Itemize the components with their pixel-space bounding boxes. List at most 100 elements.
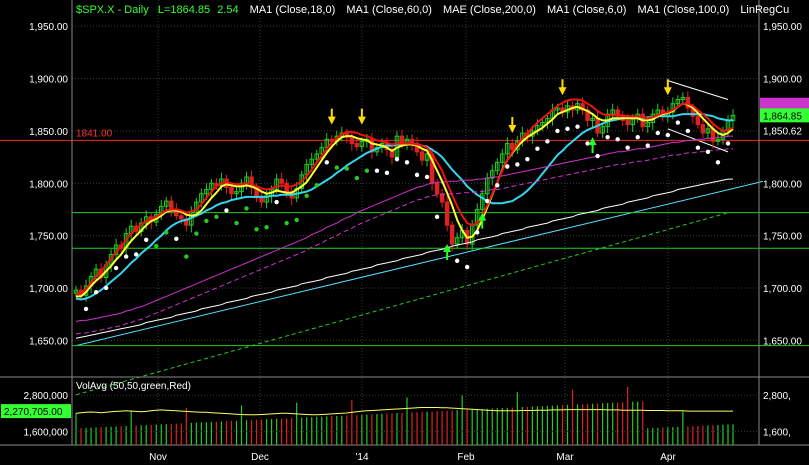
signal-arrows xyxy=(327,79,672,261)
svg-text:$SPX.X - Daily L=1864.85: $SPX.X - Daily L=1864.85 2.54 MA1 (Close… xyxy=(76,4,789,16)
indicator-dot xyxy=(214,214,219,219)
ma-line xyxy=(76,102,734,298)
candle-body xyxy=(444,201,450,226)
indicator-dot xyxy=(515,162,520,167)
indicator-dot xyxy=(665,132,671,138)
candle-body xyxy=(449,224,455,245)
indicator-dot xyxy=(384,170,390,175)
candle-body xyxy=(204,189,209,195)
time-axis: Nov Dec '14 Feb Mar Apr xyxy=(149,452,676,463)
header-study-mae200: MAE (Close,200,0) xyxy=(443,4,536,16)
candle-body xyxy=(615,109,620,117)
volume-last-label: 2,270,705.00 xyxy=(4,407,63,418)
indicator-dot xyxy=(103,285,109,291)
candle-body xyxy=(344,132,350,138)
price-axis-left: 1,650.00 1,700.00 1,750.00 1,800.00 1,850.00… xyxy=(29,22,68,347)
indicator-dot xyxy=(695,145,701,150)
candle-body xyxy=(349,136,355,144)
candle-body xyxy=(500,153,505,163)
candle-body xyxy=(675,98,681,105)
indicator-dot xyxy=(404,160,410,165)
indicator-dot xyxy=(505,164,510,169)
indicator-dot xyxy=(274,199,279,205)
indicator-dot xyxy=(464,264,470,270)
candle-body xyxy=(555,107,560,111)
indicator-dot xyxy=(685,128,691,134)
y-tick-label: 1,900.00 xyxy=(763,75,802,86)
arrow-up xyxy=(588,137,597,154)
price-flag-label: 1,850.62 xyxy=(763,126,802,137)
candle-body xyxy=(479,193,485,210)
indicator-dot xyxy=(545,139,550,144)
candle-body xyxy=(495,161,500,172)
indicator-dot xyxy=(434,214,440,219)
volume-tick-label: 2,800, xyxy=(763,391,791,402)
indicator-dot xyxy=(184,254,189,259)
y-tick-label: 1,800.00 xyxy=(763,179,802,190)
arrow-down xyxy=(558,79,567,96)
indicator-dot xyxy=(154,243,159,249)
x-tick-label: Apr xyxy=(660,452,676,463)
indicator-dot xyxy=(585,141,590,146)
candle-body xyxy=(419,151,425,161)
indicator-dot xyxy=(113,265,119,271)
price-flag-label: 1,864.85 xyxy=(763,111,802,122)
candle-body xyxy=(474,208,480,226)
indicator-dot xyxy=(645,143,650,148)
y-tick-label: 1,650.00 xyxy=(763,336,802,347)
x-tick-label: Feb xyxy=(457,452,475,463)
indicator-dot xyxy=(324,160,329,165)
price-flag-bg xyxy=(760,108,809,123)
header-study-ma60: MA1 (Close,60,0) xyxy=(346,4,432,16)
arrow-up xyxy=(478,212,487,229)
arrow-up xyxy=(443,244,452,261)
indicator-dot xyxy=(93,289,99,295)
candle-body xyxy=(259,197,264,203)
candle-body xyxy=(645,122,650,128)
indicator-dot xyxy=(314,183,319,188)
indicator-dot xyxy=(655,130,660,136)
volume-last-flag xyxy=(1,404,71,419)
candle-body xyxy=(264,195,269,203)
candle-body xyxy=(239,182,244,193)
x-tick-label: Mar xyxy=(556,452,574,463)
y-tick-label: 1,950.00 xyxy=(29,22,68,33)
indicator-dot xyxy=(244,206,249,211)
volume-tick-label: 1,600, xyxy=(763,427,791,438)
candle-body xyxy=(705,128,711,134)
candle-body xyxy=(540,122,545,127)
candle-body xyxy=(169,200,174,210)
arrow-down xyxy=(327,108,336,125)
y-tick-label: 1,750.00 xyxy=(29,232,68,243)
y-tick-label: 1,700.00 xyxy=(763,284,802,295)
candle-body xyxy=(209,182,214,191)
y-tick-label: 1,900.00 xyxy=(29,75,68,86)
candle-body xyxy=(274,178,279,191)
volume-header: VolAvg (50,50,green,Red) xyxy=(76,381,191,392)
y-tick-label: 1,700.00 xyxy=(29,284,68,295)
indicator-dot xyxy=(475,230,480,235)
chart-header: $SPX.X - Daily L=1864.85 2.54 MA1 (Close… xyxy=(76,4,789,16)
price-flag-bg xyxy=(760,97,809,112)
indicator-dot xyxy=(133,252,139,257)
indicator-dot xyxy=(675,120,681,125)
moving-average-lines xyxy=(75,98,734,339)
candle-body xyxy=(199,193,204,203)
header-study-ma6: MA1 (Close,6,0) xyxy=(547,4,626,16)
arrow-down xyxy=(508,116,517,133)
header-study-ma18: MA1 (Close,18,0) xyxy=(250,4,336,16)
volume-tick-label: 2,800,000 xyxy=(24,391,69,402)
indicator-dot xyxy=(123,254,129,259)
candle-body xyxy=(590,117,595,121)
candle-body xyxy=(309,158,314,165)
candle-body xyxy=(505,142,510,155)
indicator-dot xyxy=(424,174,430,180)
candle-body xyxy=(234,191,239,195)
indicator-dot xyxy=(394,156,400,162)
y-tick-label: 1,650.00 xyxy=(29,336,68,347)
indicator-dot xyxy=(565,126,570,132)
volume-average-line xyxy=(75,407,733,416)
indicator-dot xyxy=(535,146,540,151)
indicator-dot xyxy=(144,237,149,243)
indicator-dot xyxy=(485,198,490,204)
